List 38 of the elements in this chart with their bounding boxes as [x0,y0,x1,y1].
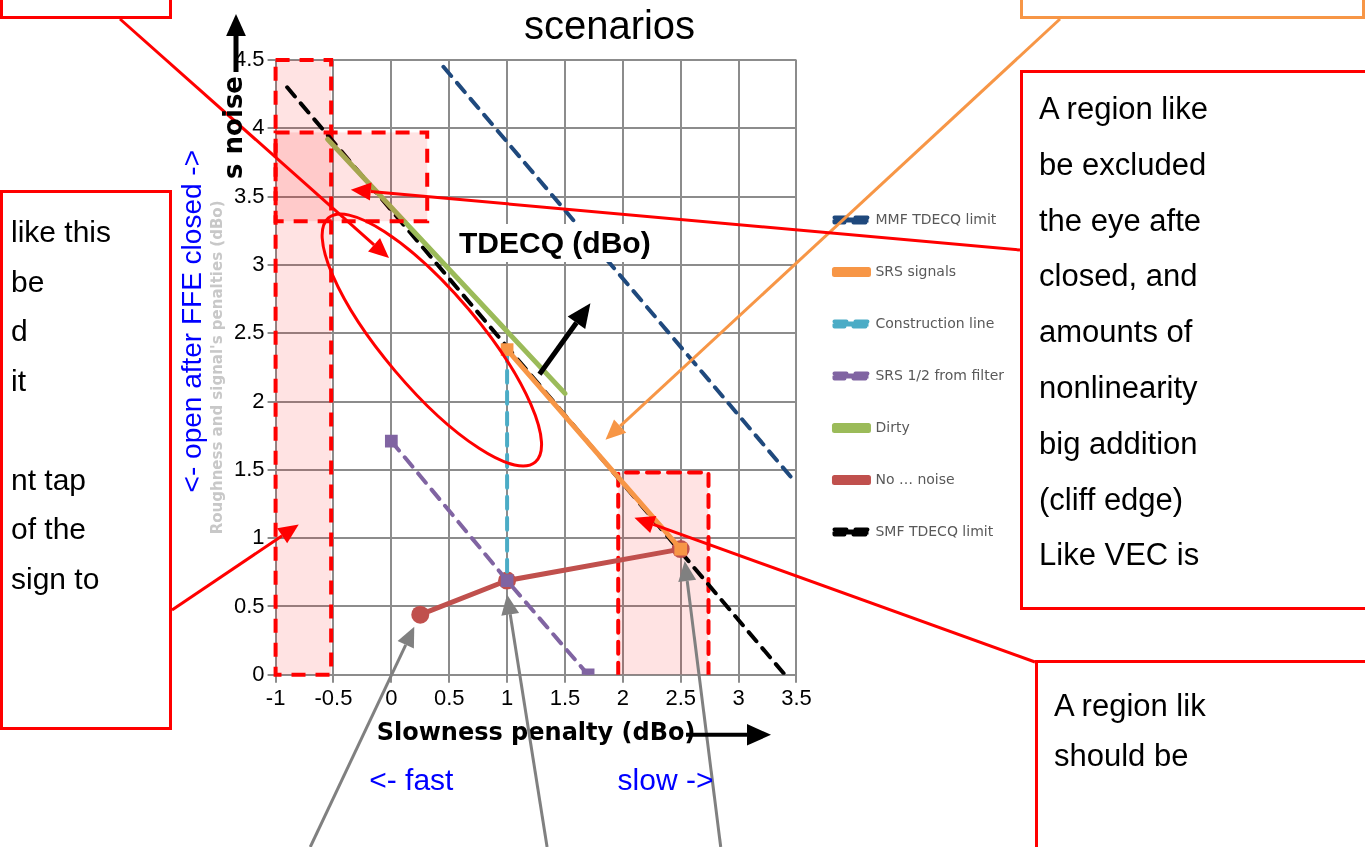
text: <- fast [369,762,454,797]
x-tick-label: 2.5 [665,685,697,711]
y-tick-label: 4 [252,114,265,140]
legend-label: SRS 1/2 from filter [875,366,1005,383]
x-tick-label: 0.5 [433,685,465,711]
point [384,434,398,448]
x-tick-label: 3 [732,685,745,711]
legend-label: Construction line [875,314,995,331]
x-axis-title: Slowness penalty (dBo) [376,717,696,746]
legend-label: No … noise [875,470,955,487]
x-tick-label: -1 [265,685,286,711]
text: A region lik should be [1035,660,1365,847]
legend-label: SMF TDECQ limit [875,522,994,539]
y-tick-label: 1 [252,524,265,550]
text: A region like be excluded the eye afte closed, and amounts of nonlinearity big addition (cliff edge) Like VEC is [1039,91,1208,573]
legend-label: Dirty [875,418,910,435]
legend-label: SRS signals [875,262,957,279]
text: s noise [218,76,248,179]
y-tick-label: 2 [252,387,265,413]
chart-title: scenarios [523,3,696,48]
text: <- open after FFE closed -> [176,150,207,493]
x-tick-label: 0 [385,685,398,711]
x-tick-label: 1.5 [549,685,581,711]
y-tick-label: 2.5 [233,319,265,345]
text: slow -> [617,762,714,797]
x-tick-label: -0.5 [314,685,353,711]
y-tick-label: 0 [252,660,265,686]
legend-label: MMF TDECQ limit [875,210,997,227]
y-tick-label: 3.5 [233,182,265,208]
y-tick-label: 0.5 [233,592,265,618]
y-tick-label: 1.5 [233,455,265,481]
text: like this be d it nt tap of the sign to [11,215,112,595]
x-tick-label: 1 [500,685,514,711]
y-tick-label: 3 [252,251,265,276]
x-tick-label: 2 [616,685,629,711]
annotation: TDECQ (dBo) [454,224,655,263]
point [411,605,430,624]
x-tick-label: 3.5 [781,685,812,711]
